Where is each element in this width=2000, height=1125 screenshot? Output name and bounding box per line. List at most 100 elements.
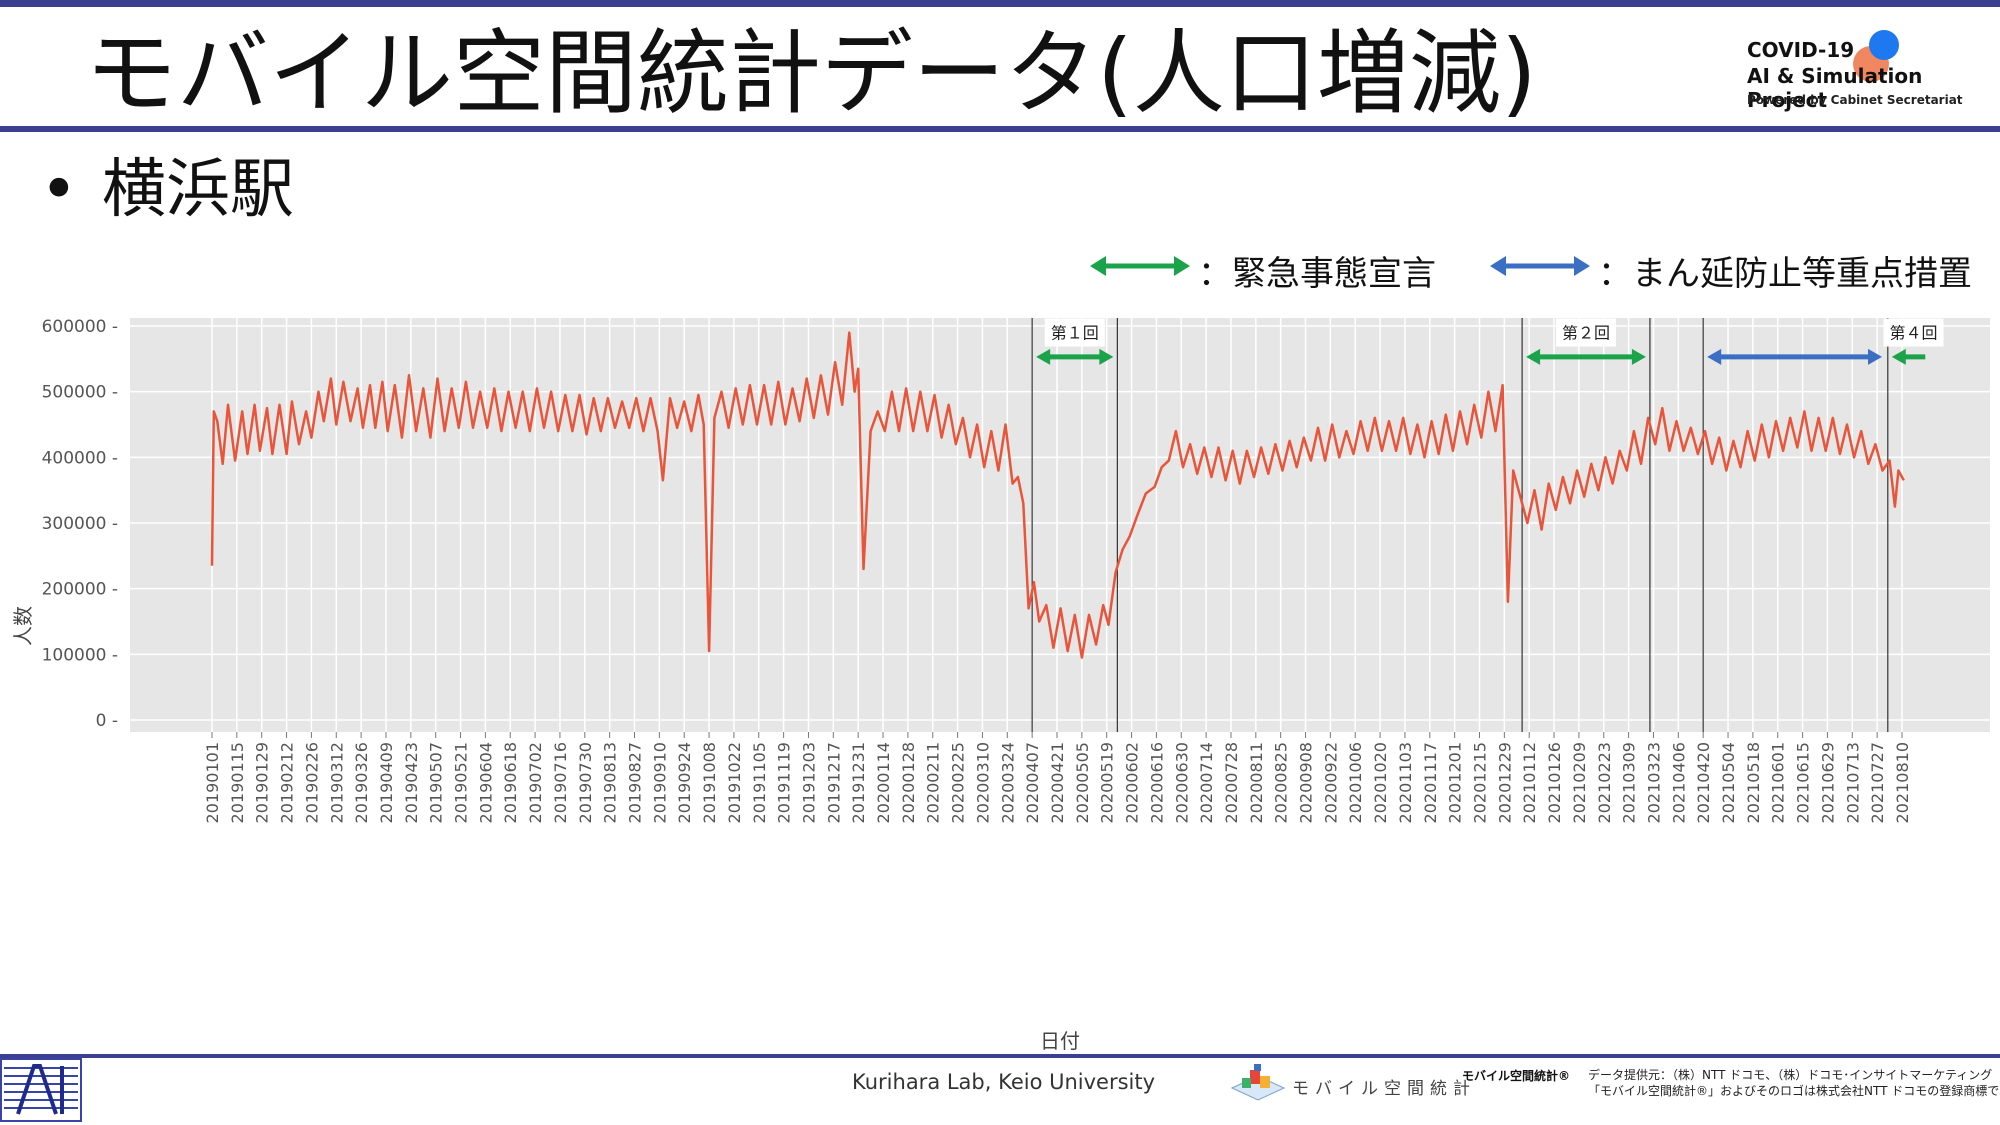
y-tick-label: 0 - <box>96 711 118 731</box>
x-tick-label: 20200128 <box>899 742 918 823</box>
y-tick-label: 500000 - <box>42 383 118 403</box>
plot-background <box>130 318 1990 732</box>
x-tick-label: 20201215 <box>1471 742 1490 823</box>
legend: ：緊急事態宣言 ：まん延防止等重点措置 <box>1080 240 1990 294</box>
x-tick-label: 20200908 <box>1297 742 1316 823</box>
x-tick-label: 20190716 <box>551 742 570 823</box>
x-tick-label: 20210601 <box>1769 742 1788 823</box>
station-bullet: • 横浜駅 <box>40 150 294 230</box>
x-tick-label: 20200407 <box>1023 742 1042 823</box>
x-tick-label: 20200728 <box>1222 742 1241 823</box>
x-tick-label: 20190226 <box>302 742 321 823</box>
x-tick-label: 20191203 <box>799 742 818 823</box>
legend-priority-arrow-icon <box>1490 256 1590 276</box>
x-tick-label: 20190129 <box>253 742 272 823</box>
x-tick-label: 20200225 <box>949 742 968 823</box>
x-tick-label: 20210504 <box>1719 742 1738 823</box>
x-tick-label: 20191008 <box>700 742 719 823</box>
x-tick-label: 20191105 <box>750 742 769 823</box>
top-rule <box>0 0 2000 7</box>
x-axis-label: 日付 <box>1040 1029 1080 1053</box>
notice-line-2: 「モバイル空間統計®」およびそのロゴは株式会社NTT ドコモの登録商標です。 <box>1588 1084 2000 1098</box>
x-tick-labels: 20190101 20190115 20190129 20190212 20190226… <box>203 732 1912 823</box>
annotation-label: 第４回 <box>1890 324 1938 343</box>
annotation-label: 第１回 <box>1051 324 1099 343</box>
mobile-stats-trademark: モバイル空間統計® <box>1462 1069 1571 1083</box>
y-axis-label: 人数 <box>11 606 35 646</box>
x-tick-label: 20191217 <box>824 742 843 823</box>
x-tick-label: 20210309 <box>1620 742 1639 823</box>
x-tick-label: 20200421 <box>1048 742 1067 823</box>
x-tick-label: 20200324 <box>998 742 1017 823</box>
grid-lines <box>130 318 1990 732</box>
x-tick-label: 20201006 <box>1346 742 1365 823</box>
legend-priority-label: ：まん延防止等重点措置 <box>1598 254 1972 294</box>
x-tick-label: 20200811 <box>1247 742 1266 823</box>
logo-line-1: COVID-19 <box>1747 38 1855 62</box>
x-tick-label: 20210406 <box>1669 742 1688 823</box>
x-tick-label: 20190423 <box>402 742 421 823</box>
y-tick-label: 300000 - <box>42 514 118 534</box>
annotation-priority-arrow <box>1707 348 1883 365</box>
x-tick-label: 20190813 <box>601 742 620 823</box>
x-tick-label: 20190507 <box>427 742 446 823</box>
annotation-label-box <box>1044 318 1105 347</box>
x-tick-label: 20190604 <box>476 742 495 823</box>
x-tick-label: 20210420 <box>1694 742 1713 823</box>
keio-lab-logo-icon <box>0 1058 82 1122</box>
x-tick-label: 20190910 <box>650 742 669 823</box>
x-tick-label: 20190101 <box>203 742 222 823</box>
annotation-emergency-arrow <box>1891 348 1926 365</box>
plot-area <box>130 318 1990 732</box>
mobile-stats-logo-text: モバイル空間統計 <box>1292 1079 1476 1099</box>
y-tick-label: 200000 - <box>42 580 118 600</box>
logo-line-3: Powered by Cabinet Secretariat <box>1747 93 1963 107</box>
y-tick-label: 100000 - <box>42 645 118 665</box>
series-group <box>210 331 1905 659</box>
x-tick-label: 20200211 <box>924 742 943 823</box>
x-tick-label: 20201020 <box>1371 742 1390 823</box>
x-tick-label: 20210223 <box>1595 742 1614 823</box>
x-tick-label: 20200602 <box>1123 742 1142 823</box>
footer-rule <box>0 1054 2000 1058</box>
legend-emergency-arrow-icon <box>1090 256 1190 276</box>
x-tick-label: 20210615 <box>1794 742 1813 823</box>
x-tick-label: 20210713 <box>1843 742 1862 823</box>
x-tick-label: 20191231 <box>849 742 868 823</box>
period-boundary-lines <box>1031 318 1889 732</box>
y-tick-label: 400000 - <box>42 448 118 468</box>
x-tick-label: 20190618 <box>501 742 520 823</box>
data-source-notice: データ提供元：（株）NTT ドコモ、（株）ドコモ･インサイトマーケティング 「モ… <box>1588 1067 2000 1099</box>
x-tick-label: 20210629 <box>1818 742 1837 823</box>
x-tick-label: 20190521 <box>452 742 471 823</box>
x-tick-label: 20210727 <box>1868 742 1887 823</box>
x-tick-label: 20190212 <box>278 742 297 823</box>
annotation-label-box <box>1556 318 1617 347</box>
x-tick-label: 20200114 <box>874 742 893 823</box>
population-line-chart: 0 - 100000 - 200000 - 300000 - 400000 - 50000… <box>11 318 1990 1053</box>
x-tick-label: 20210126 <box>1545 742 1564 823</box>
legend-emergency-label: ：緊急事態宣言 <box>1198 254 1436 294</box>
bullet-marker: • <box>40 153 78 227</box>
annotation-label: 第２回 <box>1562 324 1610 343</box>
x-tick-label: 20200825 <box>1272 742 1291 823</box>
x-tick-label: 20190702 <box>526 742 545 823</box>
series-line <box>210 331 1905 659</box>
x-tick-label: 20190924 <box>675 742 694 823</box>
x-tick-label: 20190312 <box>327 742 346 823</box>
title-rule <box>0 126 2000 132</box>
x-tick-label: 20191022 <box>725 742 744 823</box>
x-tick-label: 20210209 <box>1570 742 1589 823</box>
lab-name: Kurihara Lab, Keio University <box>852 1070 1156 1094</box>
covid-ai-project-logo: COVID-19 AI & Simulation Project Powered… <box>1745 30 1985 114</box>
x-tick-label: 20201117 <box>1421 742 1440 823</box>
x-tick-label: 20200505 <box>1073 742 1092 823</box>
y-tick-label: 600000 - <box>42 318 118 337</box>
station-name: 横浜駅 <box>102 153 294 227</box>
x-tick-label: 20191119 <box>775 742 794 823</box>
x-tick-label: 20190409 <box>377 742 396 823</box>
page-title: モバイル空間統計データ(人口増減) <box>85 20 1537 127</box>
x-tick-label: 20200714 <box>1197 742 1216 823</box>
mobile-spatial-statistics-logo: モバイル空間統計 <box>1228 1060 1498 1110</box>
notice-line-1: データ提供元：（株）NTT ドコモ、（株）ドコモ･インサイトマーケティング <box>1588 1068 1993 1082</box>
